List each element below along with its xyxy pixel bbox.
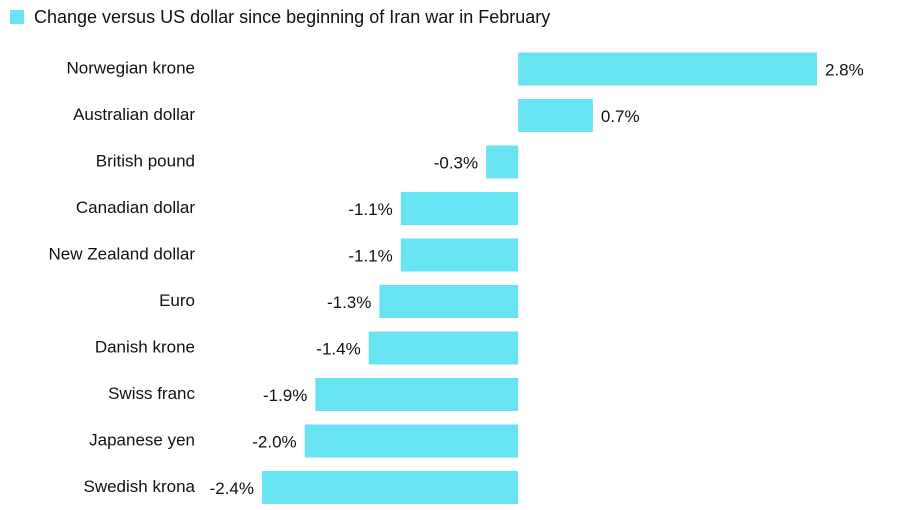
bar xyxy=(400,238,519,272)
bar xyxy=(400,192,519,225)
bar xyxy=(368,331,519,365)
category-label: Australian dollar xyxy=(73,105,195,124)
value-label: -1.1% xyxy=(348,200,392,219)
category-label: Danish krone xyxy=(95,337,195,356)
bar xyxy=(379,285,519,318)
value-label: 2.8% xyxy=(825,60,864,79)
bar xyxy=(486,145,519,179)
bar xyxy=(518,99,593,132)
category-label: Euro xyxy=(159,291,195,310)
category-label: Norwegian krone xyxy=(66,58,195,77)
bar xyxy=(518,52,817,86)
category-label: Canadian dollar xyxy=(76,198,195,217)
bar xyxy=(262,471,519,504)
bar xyxy=(315,378,519,411)
value-label: 0.7% xyxy=(601,107,640,126)
value-label: -2.4% xyxy=(210,479,254,498)
category-label: Swiss franc xyxy=(108,384,195,403)
category-label: Japanese yen xyxy=(89,430,195,449)
value-label: -1.3% xyxy=(327,293,371,312)
value-label: -1.9% xyxy=(263,386,307,405)
value-label: -1.1% xyxy=(348,246,392,265)
category-label: New Zealand dollar xyxy=(49,244,196,263)
category-label: Swedish krona xyxy=(83,477,195,496)
legend-swatch xyxy=(10,10,24,24)
bar xyxy=(304,424,519,458)
value-label: -2.0% xyxy=(252,432,296,451)
category-label: British pound xyxy=(96,151,195,170)
legend-label: Change versus US dollar since beginning … xyxy=(34,7,550,27)
value-label: -1.4% xyxy=(316,339,360,358)
value-label: -0.3% xyxy=(434,153,478,172)
